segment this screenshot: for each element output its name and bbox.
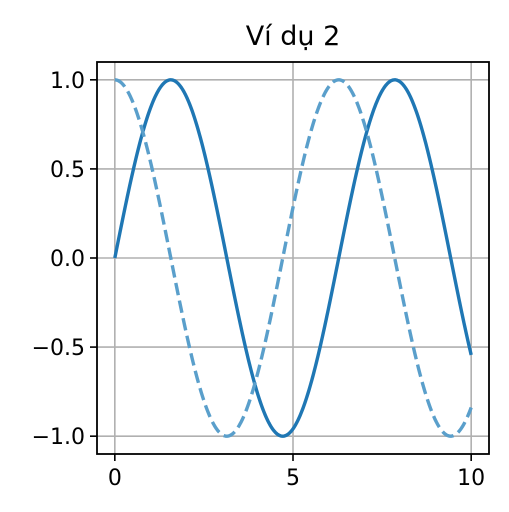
x-tick-label: 5	[286, 466, 300, 491]
y-tick-label: −0.5	[32, 336, 85, 361]
sin-series-line	[113, 78, 473, 438]
series-lines	[113, 78, 473, 438]
y-tick-label: 0.0	[50, 247, 85, 272]
y-tick-label: −1.0	[32, 425, 85, 450]
chart-title: Ví dụ 2	[246, 21, 341, 52]
y-tick-label: 1.0	[50, 69, 85, 94]
x-tick-label: 10	[457, 466, 485, 491]
x-tick-label: 0	[108, 466, 122, 491]
axis-ticks: 0 5 10 1.0 0.5 0.0 −0.5 −1.0	[32, 69, 486, 491]
cos-series-line	[114, 78, 473, 438]
grid	[97, 62, 489, 454]
y-tick-label: 0.5	[50, 158, 85, 183]
